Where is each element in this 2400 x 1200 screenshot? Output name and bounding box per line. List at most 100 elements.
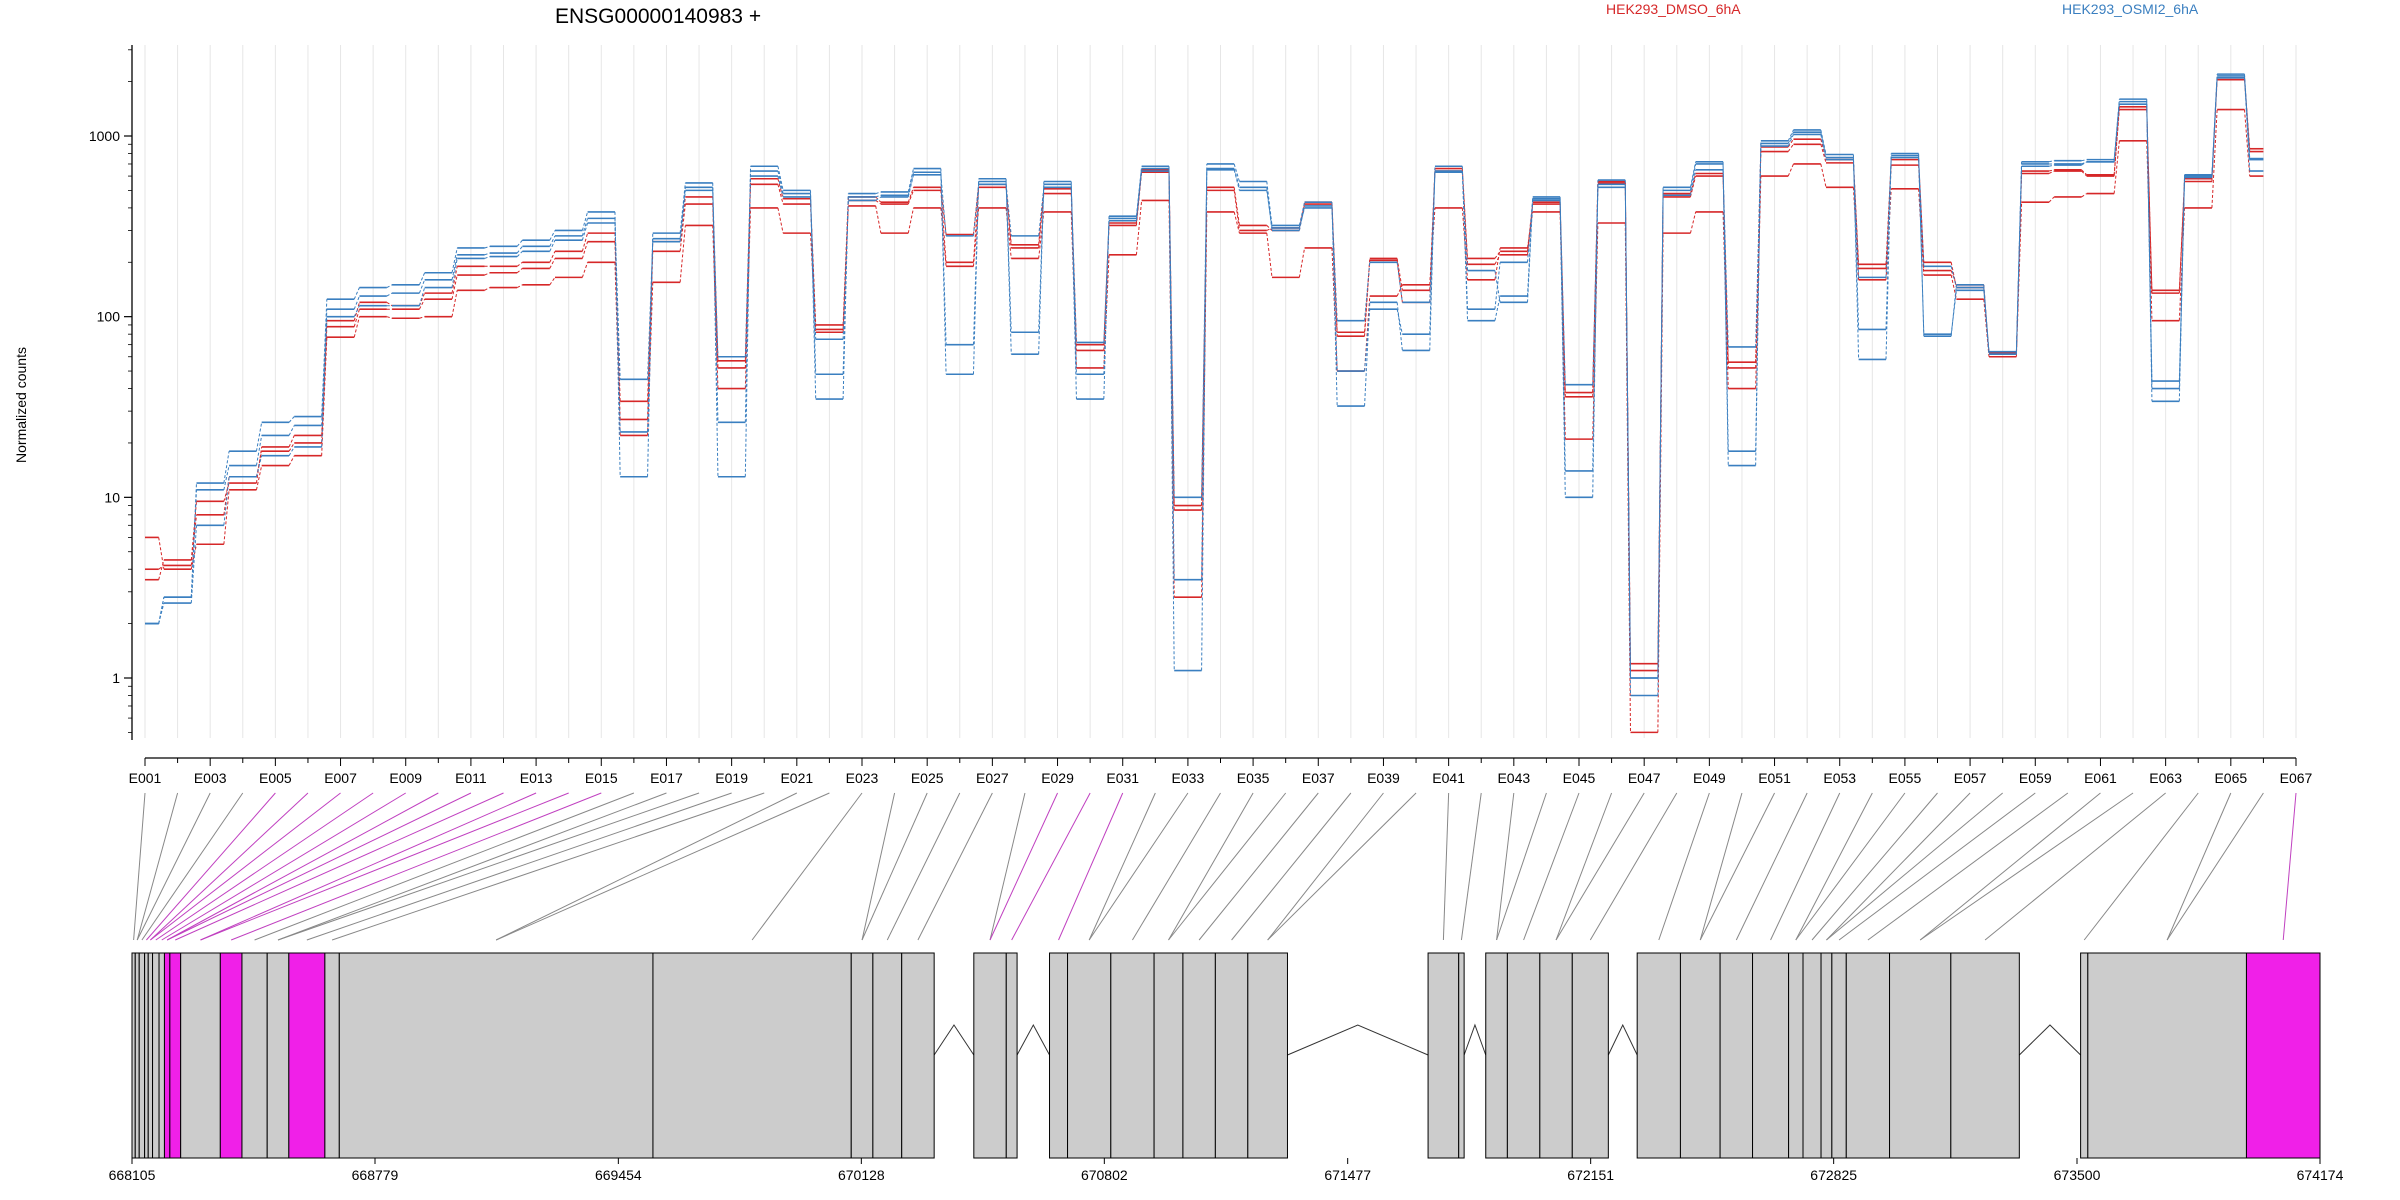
series-connector (1266, 181, 1273, 226)
series-connector (712, 187, 719, 423)
intron-line (1607, 1023, 1638, 1056)
exon-tick-label: E007 (324, 770, 357, 786)
series-connector (581, 218, 589, 237)
exon-connector (155, 792, 374, 941)
series-connector (2211, 77, 2218, 178)
series-connector (223, 476, 230, 526)
exon-tick-label: E031 (1106, 770, 1139, 786)
series-connector (2081, 161, 2087, 165)
y-axis-label: Normalized counts (13, 347, 29, 463)
series-connector (353, 302, 360, 321)
exon-connector (1811, 792, 1938, 941)
series-connector (353, 309, 360, 327)
series-connector (1266, 187, 1273, 231)
series-connector (1494, 295, 1501, 321)
series-connector (907, 174, 914, 198)
exon-tick-label: E033 (1172, 770, 1205, 786)
series-connector (2048, 170, 2055, 174)
exon-connector (331, 792, 765, 941)
series-connector (1787, 131, 1794, 144)
series-connector (451, 258, 458, 288)
exon-connector (1919, 792, 2134, 941)
series-connector (1461, 170, 1469, 310)
exon-block (1049, 952, 1069, 1159)
series-connector (190, 525, 197, 604)
series-connector (1787, 163, 1794, 177)
series-connector (223, 465, 230, 490)
exon-connector (1555, 792, 1613, 941)
series-connector (972, 187, 980, 263)
exon-tick-label: E051 (1758, 770, 1791, 786)
series-connector (1298, 207, 1306, 229)
exon-tick-label: E055 (1889, 770, 1922, 786)
series-connector (549, 277, 556, 286)
series-connector (451, 247, 458, 273)
exon-connector (230, 792, 602, 941)
exon-connector (1168, 792, 1287, 941)
exon-block (1427, 952, 1460, 1159)
series-connector (353, 305, 360, 317)
exon-block (1214, 952, 1249, 1159)
series-connector (1266, 227, 1273, 231)
series-connector (451, 266, 458, 294)
exon-block (973, 952, 1007, 1159)
series-connector (419, 316, 425, 319)
exon-tick-label: E037 (1302, 770, 1335, 786)
exon-connector (200, 792, 537, 941)
exon-block (219, 952, 243, 1159)
series-connector (2015, 166, 2023, 352)
exon-block (144, 952, 149, 1159)
series-connector (288, 442, 295, 452)
series-connector (223, 482, 230, 502)
series-connector (1559, 200, 1566, 385)
series-connector (1689, 175, 1697, 198)
series-connector (549, 235, 556, 247)
exon-block (147, 952, 154, 1159)
exon-axis: E001 E003 E005 E007 E009 E011 E013 E015 E017 E019… (129, 757, 2313, 786)
series-connector (777, 184, 784, 205)
series-connector (484, 245, 490, 249)
exon-tick-label: E047 (1628, 770, 1661, 786)
exon-block (180, 952, 221, 1159)
series-connector (1266, 233, 1273, 278)
series-connector (1396, 260, 1403, 303)
exon-connector (495, 792, 830, 941)
series-4 (145, 75, 2264, 679)
exon-connector (1011, 792, 1091, 941)
intron-line (1463, 1023, 1487, 1056)
exon-tick-label: E045 (1563, 770, 1596, 786)
chart-title: ENSG00000140983 + (555, 5, 761, 28)
series-connector (1298, 247, 1306, 278)
exon-connector (1589, 792, 1678, 941)
exon-block (158, 952, 165, 1159)
exon-connector (1267, 792, 1384, 941)
series-connector (2178, 177, 2186, 382)
series-connector (516, 239, 523, 247)
legend-osmi2: HEK293_OSMI2_6hA (2062, 1, 2199, 17)
series-connector (1005, 181, 1012, 333)
series-connector (288, 446, 295, 456)
exon-connector (2083, 792, 2199, 941)
series-connector (647, 241, 654, 380)
exon-connector (1267, 792, 1417, 941)
exon-block (266, 952, 290, 1159)
series-connector (1820, 144, 1827, 164)
exon-block (1788, 952, 1804, 1159)
series-connector (581, 222, 589, 241)
axes: 1 10 100 1000 (89, 45, 133, 740)
series-connector (581, 211, 589, 231)
exon-tick-label: E029 (1041, 770, 1074, 786)
exon-tick-label: E001 (129, 770, 162, 786)
series-connector (810, 196, 817, 340)
series-connector (1233, 169, 1240, 191)
exon-tick-label: E017 (650, 770, 683, 786)
exon-block (324, 952, 340, 1159)
series-connector (549, 230, 556, 241)
series-connector (2178, 181, 2186, 294)
series-connector (288, 435, 295, 448)
genomic-tick-label: 670128 (838, 1167, 885, 1183)
exon-connector (1795, 792, 1873, 941)
series-connector (1429, 172, 1436, 303)
series-connector (353, 287, 360, 300)
series-connector (744, 207, 752, 389)
